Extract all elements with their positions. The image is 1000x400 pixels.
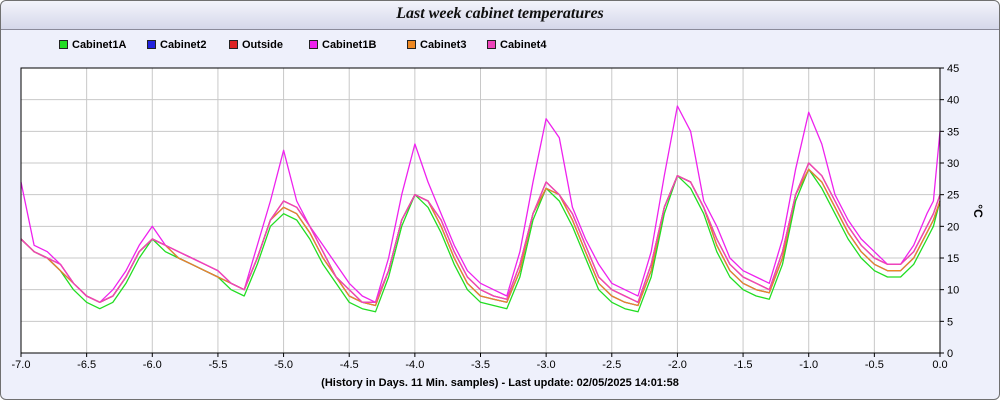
legend-swatch [407,40,416,49]
plot-border [20,67,941,354]
y-tick-label: 20 [947,221,959,233]
x-tick-label: 0.0 [932,359,947,371]
x-tick-label: -5.0 [274,359,293,371]
x-tick-label: -1.5 [734,359,753,371]
legend-label: Cabinet1B [322,39,377,51]
legend-swatch [59,40,68,49]
y-tick-label: 35 [947,126,959,138]
x-tick-label: -3.5 [471,359,490,371]
legend-swatch [309,40,318,49]
y-tick-label: 10 [947,285,959,297]
legend-swatch [487,40,496,49]
x-tick-label: -6.0 [143,359,162,371]
x-tick-label: -5.5 [208,359,227,371]
x-tick-label: -4.5 [340,359,359,371]
legend-label: Outside [242,39,283,51]
x-tick-label: -2.5 [602,359,621,371]
y-tick-label: 30 [947,158,959,170]
y-tick-label: 5 [947,316,953,328]
x-tick-label: -7.0 [12,359,31,371]
y-tick-label: 25 [947,190,959,202]
legend-label: Cabinet2 [160,39,207,51]
x-tick-label: -2.0 [668,359,687,371]
x-axis-label: (History in Days. 11 Min. samples) - Las… [321,377,679,389]
legend-swatch [147,40,156,49]
y-tick-label: 15 [947,253,959,265]
x-tick-label: -1.0 [799,359,818,371]
chart-title: Last week cabinet temperatures [396,5,604,22]
legend-label: Cabinet3 [420,39,467,51]
x-tick-label: -6.5 [77,359,96,371]
x-tick-label: -0.5 [865,359,884,371]
legend-swatch [229,40,238,49]
x-tick-label: -3.0 [537,359,556,371]
legend-label: Cabinet4 [500,39,547,51]
y-tick-label: 45 [947,63,959,75]
y-tick-label: 0 [947,348,953,360]
y-tick-label: 40 [947,95,959,107]
series-line-cabinet1a [20,168,941,313]
series-line-cabinet4 [20,162,941,303]
title-bar: Last week cabinet temperatures [1,1,999,30]
x-tick-label: -4.0 [405,359,424,371]
legend-label: Cabinet1A [72,39,127,51]
y-axis-label: °C [971,204,985,218]
